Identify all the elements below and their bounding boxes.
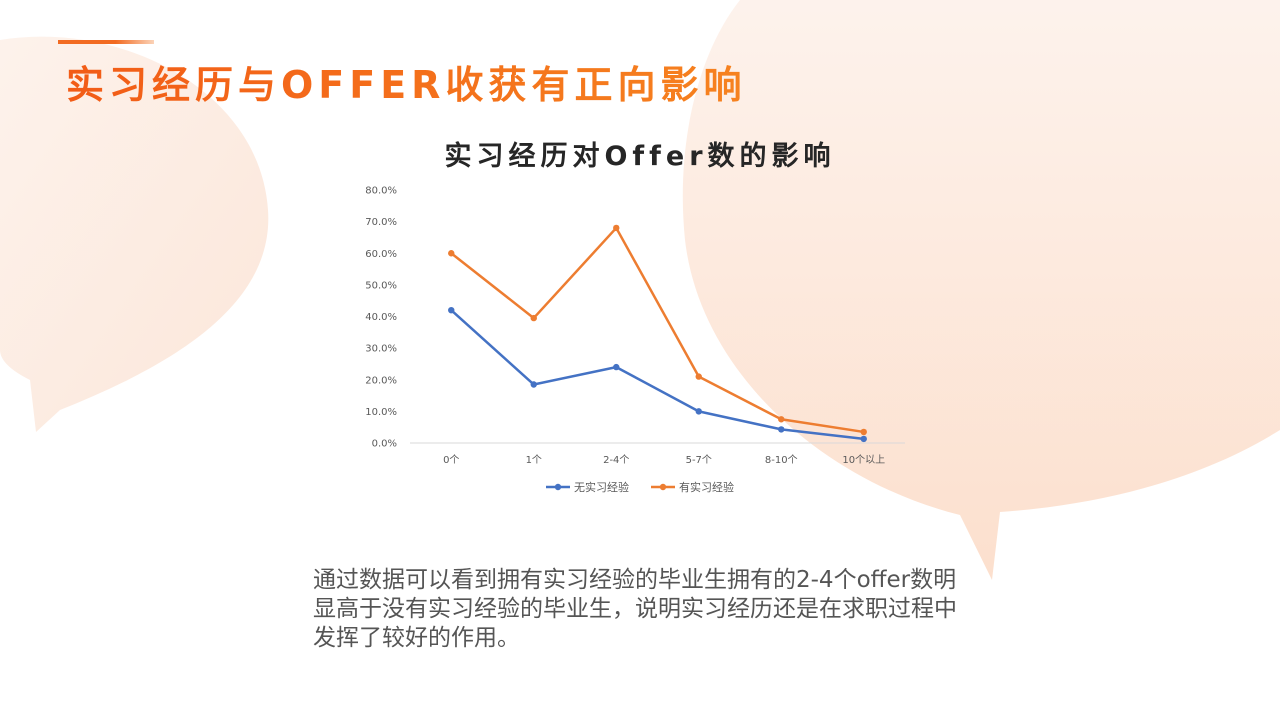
y-tick-label: 60.0% (365, 249, 397, 260)
data-point (860, 428, 867, 436)
data-point (860, 435, 867, 443)
data-point (613, 363, 620, 371)
y-tick-label: 70.0% (365, 217, 397, 228)
y-tick-label: 80.0% (365, 186, 397, 197)
y-tick-label: 50.0% (365, 280, 397, 291)
y-tick-label: 10.0% (365, 407, 397, 418)
data-point (530, 381, 537, 388)
data-point (695, 373, 702, 380)
data-point (448, 250, 455, 257)
x-tick-label: 0个 (443, 454, 459, 466)
chart-title: 实习经历对Offer数的影响 (444, 141, 836, 172)
slide-title: 实习经历与OFFER收获有正向影响 (66, 54, 746, 109)
data-point (695, 408, 702, 415)
x-tick-label: 1个 (526, 454, 542, 466)
description-text: 通过数据可以看到拥有实习经验的毕业生拥有的2-4个offer数明显高于没有实习经… (313, 567, 957, 651)
data-point (530, 314, 537, 322)
x-tick-label: 5-7个 (686, 454, 712, 466)
data-point (613, 224, 620, 232)
data-point (778, 426, 785, 433)
x-tick-label: 8-10个 (765, 454, 798, 466)
legend-marker (659, 483, 667, 491)
legend-marker (554, 483, 562, 491)
y-tick-label: 20.0% (365, 375, 397, 386)
legend-label: 有实习经验 (679, 480, 734, 494)
x-tick-label: 2-4个 (603, 454, 629, 466)
y-tick-label: 30.0% (365, 344, 397, 355)
y-tick-label: 0.0% (372, 439, 397, 450)
data-point (448, 306, 455, 314)
speech-bubble-left-shape (0, 36, 269, 433)
data-point (778, 416, 785, 423)
series-line-2 (450, 226, 864, 434)
title-accent-bar (58, 40, 154, 44)
y-tick-label: 40.0% (365, 312, 397, 323)
legend-label: 无实习经验 (574, 480, 629, 494)
x-tick-label: 10个以上 (842, 454, 885, 466)
series-line-1 (450, 309, 864, 441)
